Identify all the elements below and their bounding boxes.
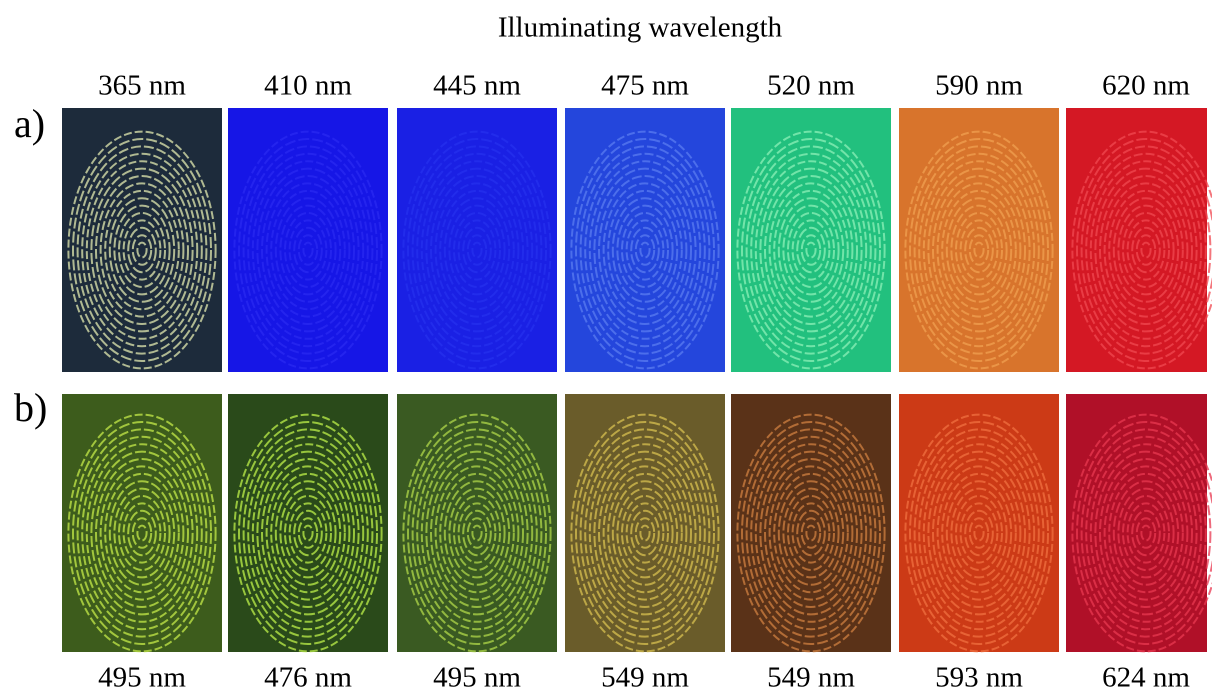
wavelength-label: 549 nm [601,662,689,694]
image-background [228,394,388,652]
row-label: a) [14,101,45,146]
fingerprint-image [899,108,1059,372]
fingerprint-image [731,108,891,372]
fingerprint-image [228,394,388,652]
image-background [62,108,222,372]
wavelength-label: 495 nm [98,662,186,694]
image-background [397,394,557,652]
fingerprint-image [731,394,891,652]
fingerprint-image [1066,108,1212,372]
wavelength-label: 520 nm [767,70,855,102]
wavelength-label: 476 nm [264,662,352,694]
row-label: b) [14,385,47,430]
fingerprint-image [565,394,725,652]
wavelength-label: 410 nm [264,70,352,102]
image-background [565,394,725,652]
wavelength-label: 620 nm [1102,70,1190,102]
image-background [899,394,1059,652]
wavelength-label: 593 nm [935,662,1023,694]
fingerprint-image [565,108,725,372]
wavelength-label: 445 nm [433,70,521,102]
fingerprint-image [62,108,222,372]
wavelength-label: 495 nm [433,662,521,694]
fingerprint-image [899,394,1059,652]
image-background [62,394,222,652]
fingerprint-image [1066,394,1212,652]
wavelength-label: 549 nm [767,662,855,694]
figure-title: Illuminating wavelength [498,12,783,44]
wavelength-label: 475 nm [601,70,689,102]
fingerprint-image [228,108,388,372]
fingerprint-image [62,394,222,652]
fingerprint-image [397,394,557,652]
wavelength-label: 624 nm [1102,662,1190,694]
fingerprint-image [397,108,557,372]
wavelength-label: 590 nm [935,70,1023,102]
wavelength-label: 365 nm [98,70,186,102]
figure: Illuminating wavelength a) b) 365 nm 410 … [0,0,1212,698]
image-background [731,394,891,652]
